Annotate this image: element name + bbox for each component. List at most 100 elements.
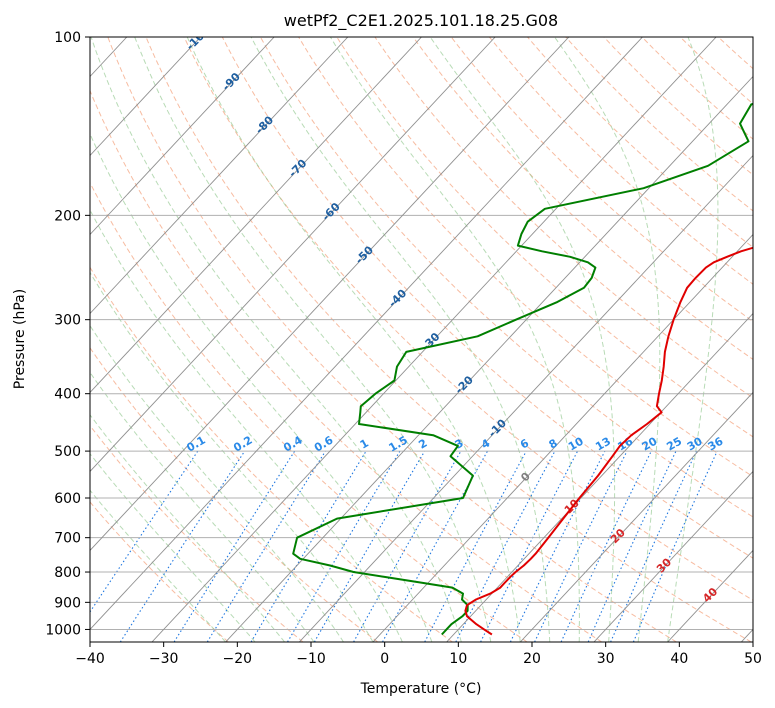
mixing-ratio-line: [480, 450, 579, 642]
moist-adiabat-line: [250, 37, 551, 642]
mixing-ratio-label: 4: [479, 436, 492, 451]
dry-adiabat-line: [336, 37, 753, 438]
mixing-ratio-line: [560, 450, 652, 642]
dry-adiabat-line: [679, 37, 753, 105]
isotherm-line: [90, 37, 643, 631]
moist-adiabat-line: [90, 209, 403, 642]
y-tick-label: 600: [54, 491, 81, 507]
isotherm-label: -100: [184, 24, 213, 53]
dry-adiabat-line: [374, 37, 753, 399]
isotherm-line: [90, 37, 422, 394]
moist-adiabat-line: [90, 132, 433, 642]
x-tick-label: 40: [670, 651, 688, 667]
x-tick-label: −40: [75, 651, 105, 667]
moist-adiabat-line: [329, 37, 580, 642]
isotherm-line: [90, 37, 201, 157]
y-tick-label: 900: [54, 595, 81, 611]
mixing-ratio-line: [632, 450, 718, 642]
x-tick-label: 50: [744, 651, 762, 667]
mixing-ratio-line: [206, 450, 326, 642]
plot-frame: [89, 36, 754, 643]
isotherm-line: [372, 233, 753, 642]
y-tick-label: 400: [54, 387, 81, 403]
isotherm-line: [90, 37, 275, 236]
dry-adiabat-line: [717, 37, 753, 70]
x-tick-label: 10: [449, 651, 467, 667]
dry-adiabat-line: [450, 37, 753, 323]
isotherm-line: [593, 470, 753, 642]
x-tick-label: −30: [149, 651, 179, 667]
dry-adiabat-line: [107, 37, 677, 642]
mixing-ratio-label: 2: [416, 437, 429, 452]
moist-adiabat-line: [90, 453, 256, 642]
moist-adiabat-line: [186, 37, 521, 642]
dry-adiabat-line: [90, 89, 603, 642]
moist-adiabat-line: [554, 37, 661, 642]
dry-adiabat-line: [412, 37, 753, 361]
y-tick-label: 1000: [45, 622, 81, 638]
y-tick-label: 300: [54, 313, 81, 329]
dry-adiabat-line: [183, 37, 753, 601]
chart-title: wetPf2_C2E1.2025.101.18.25.G08: [284, 11, 558, 31]
moist-adiabat-line: [90, 324, 344, 642]
dry-adiabat-line: [565, 37, 753, 212]
moist-adiabat-line: [134, 37, 492, 642]
x-axis-title: Temperature (°C): [360, 681, 482, 697]
mixing-ratio-line: [250, 450, 367, 642]
x-tick-label: 30: [597, 651, 615, 667]
moist-adiabat-line: [90, 371, 315, 642]
isotherm-line: [298, 154, 753, 642]
dewpoint-profile-line: [292, 102, 753, 636]
dry-adiabat-line: [757, 37, 775, 642]
mixing-ratio-line: [173, 450, 296, 642]
dry-adiabat-line: [90, 501, 229, 642]
isotherm-line: [225, 75, 753, 642]
mixing-ratio-label: 1: [358, 437, 371, 452]
x-tick-label: −10: [296, 651, 326, 667]
y-tick-label: 500: [54, 444, 81, 460]
mixing-ratio-line: [353, 450, 462, 642]
temperature-profile-line: [464, 246, 753, 636]
moist-adiabat-line: [90, 271, 374, 642]
dry-adiabat-line: [489, 37, 753, 285]
isotherm-line: [446, 312, 753, 642]
x-tick-label: 0: [380, 651, 389, 667]
isotherm-line: [90, 37, 570, 552]
dry-adiabat-line: [221, 37, 753, 559]
mixing-ratio-line: [424, 450, 527, 642]
isotherm-line: [90, 37, 496, 473]
y-tick-label: 700: [54, 531, 81, 547]
y-tick-label: 200: [54, 208, 81, 224]
dry-adiabat-line: [90, 181, 528, 642]
mixing-ratio-line: [587, 450, 677, 642]
moist-adiabat-line: [667, 37, 719, 642]
mixing-ratio-line: [90, 450, 199, 613]
isotherm-line: [151, 37, 717, 642]
dry-adiabat-line: [641, 37, 753, 140]
mixing-ratio-line: [382, 450, 488, 642]
isotherm-line: [519, 391, 753, 642]
moist-adiabat-line: [429, 37, 616, 642]
dry-adiabat-line: [527, 37, 753, 248]
mixing-ratio-line: [119, 450, 246, 642]
moist-adiabat-line: [90, 414, 285, 642]
dry-adiabat-line: [259, 37, 753, 518]
x-tick-label: 20: [523, 651, 541, 667]
y-tick-label: 800: [54, 565, 81, 581]
x-tick-label: −20: [223, 651, 253, 667]
dry-adiabat-line: [145, 37, 752, 642]
isotherm-line: [740, 628, 753, 642]
moist-adiabat-line: [90, 489, 226, 642]
y-axis-title: Pressure (hPa): [12, 289, 28, 389]
isotherm-label: 20: [608, 526, 628, 546]
dry-adiabat-line: [603, 37, 753, 176]
y-tick-label: 100: [54, 30, 81, 46]
moist-adiabat-line: [90, 37, 462, 642]
isotherm-line: [667, 549, 753, 642]
isotherm-line: [90, 37, 349, 315]
mixing-ratio-label: 6: [518, 436, 531, 451]
dry-adiabat-line: [90, 346, 379, 642]
dry-adiabat-line: [90, 266, 453, 642]
mixing-ratio-line: [610, 450, 697, 642]
